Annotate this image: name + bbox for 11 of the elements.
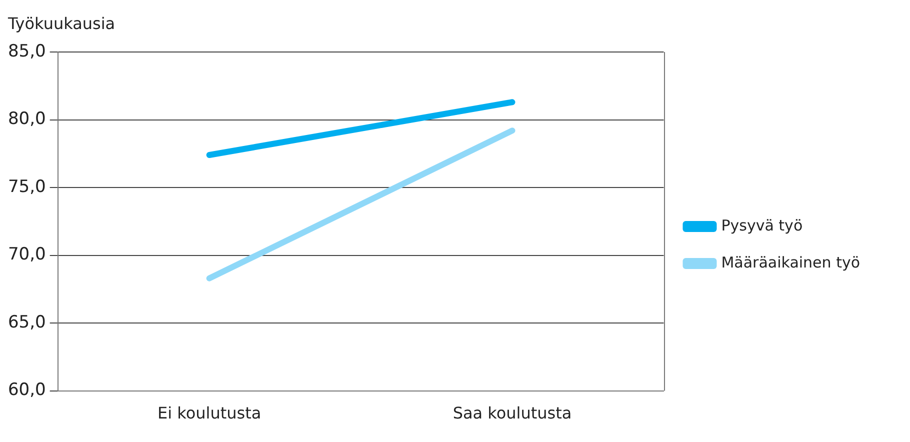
y-tick-label: 80,0 <box>8 109 46 130</box>
legend-label: Määräaikainen työ <box>721 253 860 272</box>
y-tick-label: 75,0 <box>8 176 46 197</box>
x-tick-label: Saa koulutusta <box>452 404 572 423</box>
y-tick-label: 85,0 <box>8 41 46 62</box>
legend-label: Pysyvä työ <box>721 216 803 234</box>
x-tick-label: Ei koulutusta <box>157 404 262 423</box>
y-tick-label: 60,0 <box>8 380 46 400</box>
y-axis-title: Työkuukausia <box>8 14 116 33</box>
y-tick-label: 70,0 <box>8 244 46 265</box>
y-tick-label: 65,0 <box>8 312 46 332</box>
